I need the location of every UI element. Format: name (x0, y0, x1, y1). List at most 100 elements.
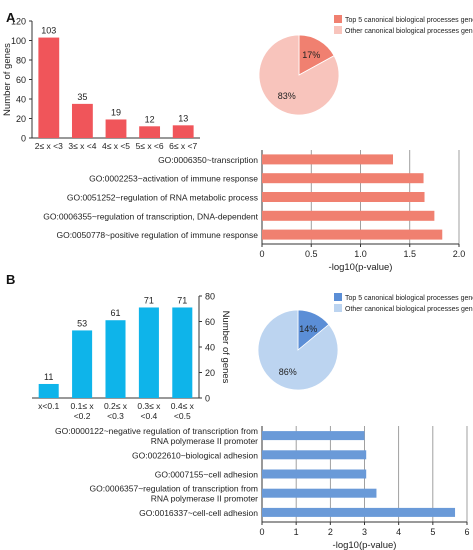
bar (38, 37, 60, 139)
x-tick-label: 0.3≤ x <0.4 (137, 401, 161, 421)
bar (262, 154, 394, 165)
y-tick-label: 20 (16, 114, 26, 124)
y-tick-label: 40 (205, 343, 215, 353)
legend-swatch (334, 293, 342, 301)
bar (105, 320, 126, 398)
bar-value-label: 19 (111, 107, 121, 117)
pie-slice-label: 83% (278, 91, 296, 101)
y-tick-label: 40 (16, 95, 26, 105)
x-tick-label: 1.5 (403, 249, 416, 259)
y-tick-label: GO:0006357~regulation of transcription f… (90, 484, 259, 504)
pie-slice-label: 14% (299, 324, 317, 334)
y-tick-label: GO:0050778~positive regulation of immune… (56, 230, 258, 240)
legend-label: Top 5 canonical biological processes gen… (345, 17, 473, 24)
bar (72, 330, 93, 398)
y-tick-label: 100 (11, 36, 26, 46)
legend-label: Other canonical biological processes gen… (345, 28, 473, 35)
x-tick-label: 5 (430, 527, 435, 537)
bar (139, 126, 161, 138)
x-tick-label: 4 (396, 527, 401, 537)
x-axis-title: -log10(p-value) (333, 540, 397, 550)
legend-swatch (334, 15, 342, 23)
bar (105, 119, 127, 138)
x-tick-label: 2≤ x <3 (35, 141, 63, 151)
panel-label-a: A (6, 10, 16, 25)
legend-swatch (334, 304, 342, 312)
bar (71, 103, 93, 138)
pie-slice (298, 34, 335, 76)
y-axis-title: Number of genes (2, 43, 13, 116)
pie-slice (258, 34, 340, 116)
y-tick-label: 0 (21, 134, 26, 144)
bar (262, 210, 435, 221)
y-tick-label: GO:0051252~regulation of RNA metabolic p… (67, 193, 258, 203)
bar-value-label: 103 (41, 26, 56, 36)
x-tick-label: x<0.1 (38, 401, 59, 411)
x-tick-label: 5≤ x <6 (136, 141, 164, 151)
pie-chart-a: 17% 83% Top 5 canonical biological process… (258, 15, 473, 116)
legend-label: Top 5 canonical biological processes gen… (345, 295, 473, 302)
x-tick-label: 0.1≤ x <0.2 (71, 401, 95, 421)
x-tick-label: 4≤ x <5 (102, 141, 130, 151)
y-tick-label: 20 (205, 368, 215, 378)
horizontal-bar-chart-b: 0 1 2 3 4 5 6 GO:0000122~negative regulation of… (55, 426, 470, 550)
y-tick-label: 0 (205, 394, 210, 404)
bar-value-label: 12 (145, 114, 155, 124)
bar (262, 229, 443, 240)
x-tick-label: 2 (328, 527, 333, 537)
bar-value-label: 61 (110, 308, 120, 318)
bar-value-label: 71 (144, 295, 154, 305)
bar (172, 307, 193, 398)
y-tick-label: GO:0006350~transcription (158, 155, 258, 165)
y-tick-label: 60 (205, 317, 215, 327)
x-tick-label: 1.0 (354, 249, 367, 259)
panel-label-b: B (6, 272, 15, 287)
bar-value-label: 71 (177, 295, 187, 305)
bar-value-label: 53 (77, 318, 87, 328)
pie-chart-b: 14% 86% Top 5 canonical biological process… (257, 293, 473, 391)
bar (38, 383, 59, 398)
pie-slice-label: 17% (302, 50, 320, 60)
y-tick-label: GO:0000122~negative regulation of transc… (55, 426, 258, 446)
bar (262, 173, 424, 184)
x-tick-label: 6 (464, 527, 469, 537)
x-axis-title: -log10(p-value) (329, 262, 393, 273)
x-tick-label: 3≤ x <4 (68, 141, 96, 151)
bar (262, 450, 367, 460)
bar (172, 125, 194, 138)
legend-swatch (334, 26, 342, 34)
x-tick-label: 1 (294, 527, 299, 537)
y-tick-label: 120 (11, 17, 26, 27)
vertical-bar-chart-b: 0 20 40 60 80 11 x<0.1 53 0.1≤ x <0.2 61 0.2≤ x <0.3… (32, 292, 231, 421)
bar (262, 431, 365, 441)
y-tick-label: GO:0006355~regulation of transcription, … (43, 211, 258, 221)
bar (138, 307, 159, 398)
bar (262, 192, 425, 202)
bar (262, 469, 367, 479)
y-tick-label: 60 (16, 75, 26, 85)
pie-slice (257, 309, 339, 391)
y-tick-label: GO:0016337~cell-cell adhesion (139, 508, 258, 518)
x-tick-label: 0 (259, 249, 264, 259)
horizontal-bar-chart-a: 0 0.5 1.0 1.5 2.0 GO:0006350~transcription GO:… (43, 150, 465, 273)
y-tick-label: 80 (16, 56, 26, 66)
bar (262, 507, 456, 517)
y-axis-title: Number of genes (220, 311, 231, 384)
x-tick-label: 2.0 (453, 249, 466, 259)
y-tick-label: GO:0007155~cell adhesion (155, 470, 259, 480)
legend-label: Other canonical biological processes gen… (345, 306, 473, 313)
bar-value-label: 35 (77, 92, 87, 102)
y-tick-label: GO:0022610~biological adhesion (132, 450, 258, 460)
x-tick-label: 0.2≤ x <0.3 (104, 401, 128, 421)
x-tick-label: 6≤ x <7 (169, 141, 197, 151)
bar-value-label: 11 (44, 372, 53, 382)
x-tick-label: 3 (362, 527, 367, 537)
bar-value-label: 13 (178, 113, 188, 123)
x-tick-label: 0 (259, 527, 264, 537)
x-tick-label: 0.5 (305, 249, 318, 259)
bar (262, 488, 377, 498)
vertical-bar-chart-a: 0 20 40 60 80 100 120 103 2≤ x <3 35 3≤ x <4 19 4≤ x… (2, 17, 200, 151)
pie-slice-label: 86% (279, 367, 297, 377)
x-tick-label: 0.4≤ x <0.5 (171, 401, 195, 421)
